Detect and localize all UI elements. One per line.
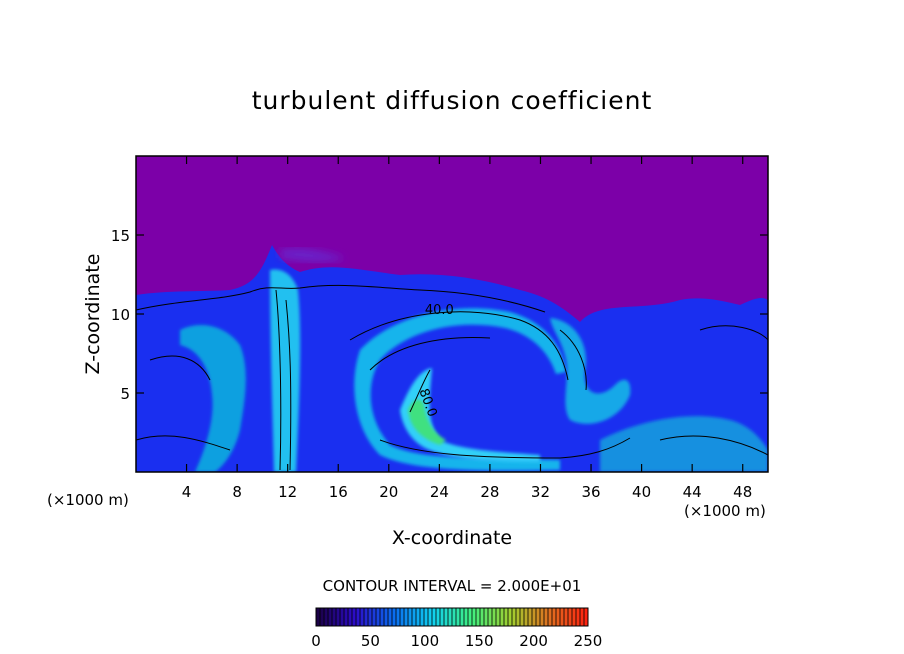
bottom-right-layer <box>600 416 768 472</box>
contour-line <box>369 337 491 371</box>
x-tick-label: 8 <box>232 483 242 501</box>
contour-lines <box>136 284 768 471</box>
contour-line <box>409 369 431 413</box>
contour-label: 40.0 <box>425 303 454 318</box>
chart-title: turbulent diffusion coefficient <box>251 86 653 115</box>
upper-wisp <box>280 248 345 262</box>
colorbar-tick-label: 100 <box>410 632 440 650</box>
contour-line <box>699 325 768 341</box>
x-tick-label: 44 <box>683 483 702 501</box>
x-tick-label: 28 <box>480 483 499 501</box>
y-tick-label: 5 <box>120 385 130 403</box>
colorbar <box>315 607 589 627</box>
contour-line <box>659 435 768 456</box>
right-curl <box>550 318 631 424</box>
plume-left <box>180 325 246 472</box>
x-tick-label: 4 <box>182 483 192 501</box>
x-tick-label: 16 <box>329 483 348 501</box>
x-tick-label: 40 <box>632 483 651 501</box>
diffusion-field: 40.080.0 <box>136 245 768 472</box>
contour-line <box>285 299 292 471</box>
x-tick-label: 48 <box>733 483 752 501</box>
y-tick-label: 10 <box>111 306 130 324</box>
contour-line <box>275 289 282 471</box>
colorbar-tick-label: 200 <box>519 632 548 650</box>
x-tick-label: 24 <box>430 483 449 501</box>
contour-line <box>559 329 587 391</box>
x-tick-label: 20 <box>379 483 398 501</box>
x-unit-label-left: (×1000 m) <box>47 491 129 509</box>
x-tick-label: 36 <box>581 483 600 501</box>
contour-line <box>379 437 631 459</box>
high-diffusion-patch <box>408 399 446 445</box>
y-tick-label: 15 <box>111 227 130 245</box>
x-unit-label-right: (×1000 m) <box>684 502 766 520</box>
colorbar-tick-label: 250 <box>573 632 603 650</box>
contour-line <box>149 355 211 381</box>
colorbar-tick-label: 150 <box>464 632 494 650</box>
contour-line <box>136 435 231 451</box>
colorbar-tick-label: 50 <box>360 632 380 650</box>
x-tick-label: 32 <box>531 483 550 501</box>
colorbar-tick-label: 0 <box>311 632 321 650</box>
x-axis-label: X-coordinate <box>391 527 513 549</box>
y-axis: 5 10 15 <box>111 227 768 403</box>
contour-line <box>349 311 569 381</box>
y-axis-label: Z-coordinate <box>82 253 104 375</box>
central-column <box>270 269 301 472</box>
x-axis: 4 8 12 16 20 24 28 32 36 40 44 48 <box>182 156 752 501</box>
contour-line <box>136 284 546 313</box>
x-tick-label: 12 <box>278 483 297 501</box>
contour-interval-label: CONTOUR INTERVAL = 2.000E+01 <box>322 577 582 595</box>
